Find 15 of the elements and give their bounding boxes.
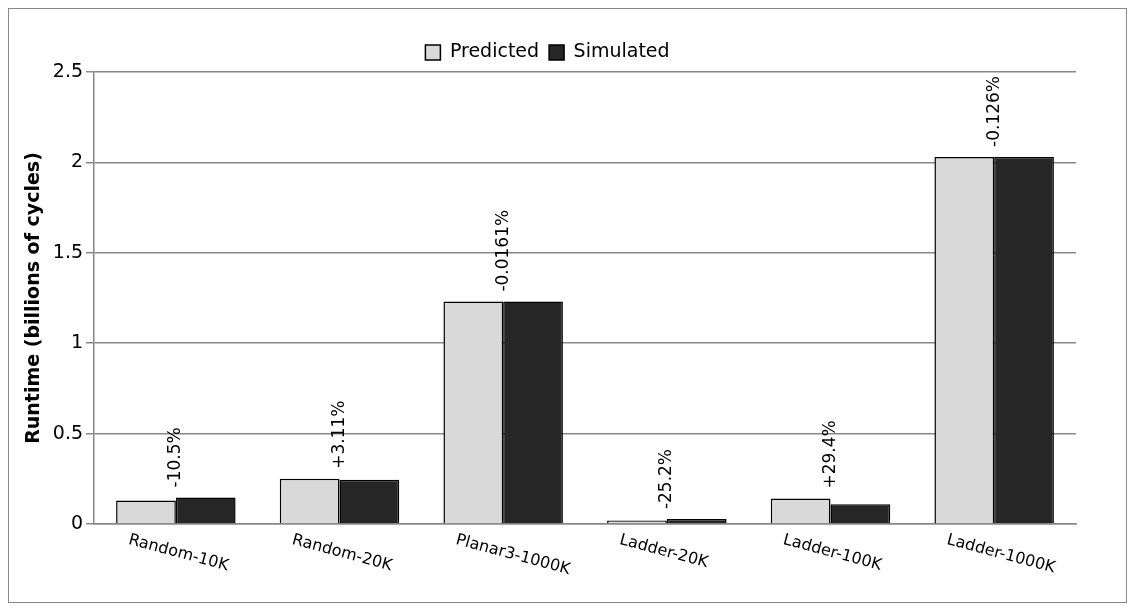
y-tick-label: 0.5 <box>52 420 84 443</box>
annotation: +3.11% <box>327 400 348 469</box>
y-tick-label: 2.5 <box>52 58 84 81</box>
y-tick-label: 2 <box>70 149 84 172</box>
annotation: -0.126% <box>982 76 1003 147</box>
annotation: -10.5% <box>164 427 185 488</box>
legend-label: Predicted <box>449 39 540 62</box>
y-tick-label: 1 <box>70 330 84 353</box>
y-tick-label: 1.5 <box>52 239 84 262</box>
annotation: -0.0161% <box>491 209 512 292</box>
y-axis-title: Runtime (billions of cycles) <box>21 152 44 444</box>
y-tick-label: 0 <box>70 510 84 533</box>
legend-label: Simulated <box>573 39 670 62</box>
annotation: +29.4% <box>818 420 839 489</box>
annotation: -25.2% <box>655 448 676 510</box>
